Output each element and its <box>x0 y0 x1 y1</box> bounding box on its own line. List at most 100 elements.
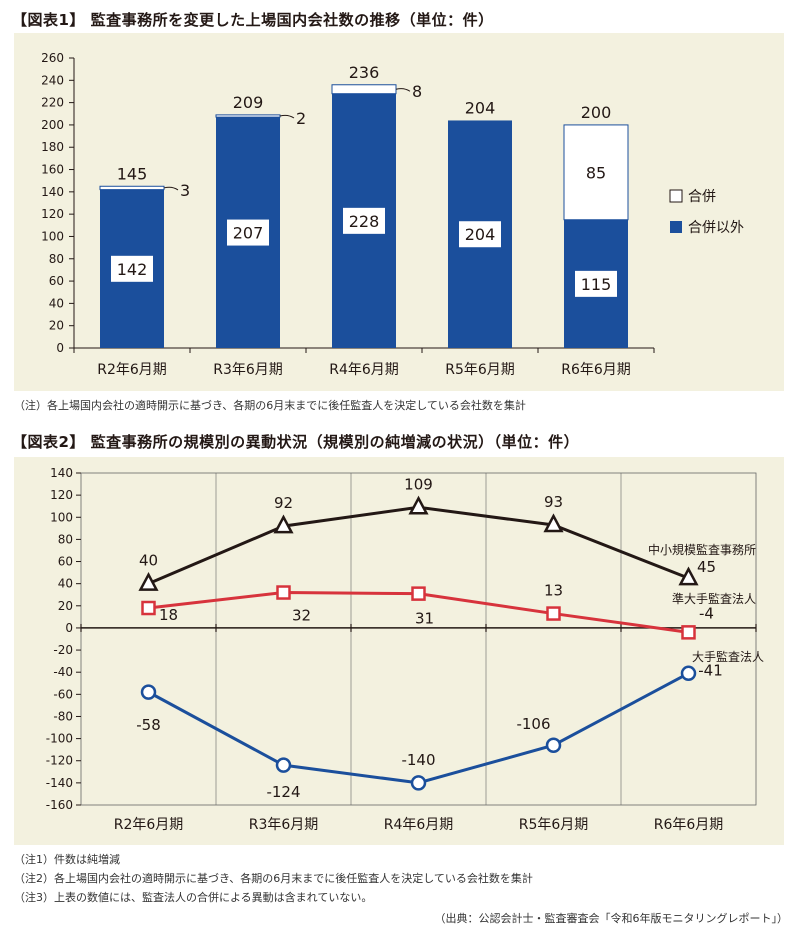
square-marker <box>141 600 156 616</box>
chart2-title: 【図表2】 監査事務所の規模別の異動状況（規模別の純増減の状況）（単位：件） <box>12 433 580 451</box>
circle-marker <box>680 665 697 682</box>
value-label-box <box>343 207 385 234</box>
y-tick-label: 0 <box>65 621 73 635</box>
y-tick-label: 140 <box>50 466 73 480</box>
bar-merger <box>99 185 165 191</box>
legend-swatch-non-merger <box>670 221 682 233</box>
y-tick-label: -160 <box>46 798 73 812</box>
y-tick-label: 20 <box>49 319 64 333</box>
data-label: 93 <box>544 493 563 511</box>
triangle-marker <box>408 495 429 515</box>
y-tick-label: 240 <box>41 73 64 87</box>
total-label: 204 <box>465 98 496 117</box>
value-label-box <box>575 270 617 297</box>
y-tick-label: 40 <box>58 577 73 591</box>
chart2-note-2: （注2）各上場国内会社の適時開示に基づき、各期の6月末までに後任監査人を決定して… <box>14 872 533 885</box>
x-tick-label: R5年6月期 <box>445 362 515 378</box>
data-label: 92 <box>274 494 293 512</box>
y-tick-label: -80 <box>53 709 73 723</box>
chart1-note: （注）各上場国内会社の適時開示に基づき、各期の6月末までに後任監査人を決定してい… <box>14 399 526 412</box>
data-label: 45 <box>697 558 716 576</box>
chart2-note-3: （注3）上表の数値には、監査法人の合併による異動は含まれていない。 <box>14 891 373 904</box>
data-label: 109 <box>404 475 433 493</box>
data-label: -124 <box>266 783 300 801</box>
y-tick-label: 60 <box>58 555 73 569</box>
value-label: 115 <box>581 275 612 294</box>
y-tick-label: -120 <box>46 754 73 768</box>
y-tick-label: 20 <box>58 599 73 613</box>
x-tick-label: R2年6月期 <box>97 362 167 378</box>
x-tick-label: R4年6月期 <box>384 817 454 833</box>
circle-marker <box>275 757 292 773</box>
legend-swatch-merger <box>669 189 683 203</box>
merger-label: 85 <box>586 163 606 182</box>
triangle-marker <box>138 572 159 591</box>
circle-marker <box>140 684 157 700</box>
x-tick-label: R2年6月期 <box>114 817 184 833</box>
series-label: 中小規模監査事務所 <box>648 542 756 557</box>
merger-leader-line <box>163 186 179 191</box>
value-label-box <box>227 219 269 246</box>
y-tick-label: -100 <box>46 732 73 746</box>
data-label: -41 <box>698 661 723 679</box>
chart2-note-1: （注1）件数は純増減 <box>14 853 120 866</box>
legend-label-non-merger: 合併以外 <box>688 220 744 236</box>
merger-label: 3 <box>180 181 190 200</box>
data-label: -58 <box>136 716 161 734</box>
total-label: 236 <box>349 63 380 82</box>
triangle-marker <box>543 513 564 533</box>
y-tick-label: 180 <box>41 140 64 154</box>
bar-merger <box>215 114 281 118</box>
total-label: 209 <box>233 93 264 112</box>
square-marker <box>546 606 561 621</box>
data-label: -106 <box>516 715 550 733</box>
data-label: 18 <box>159 606 178 624</box>
total-label: 200 <box>581 103 612 122</box>
y-tick-label: 100 <box>41 229 64 243</box>
series-small-mid-line <box>147 505 690 586</box>
x-tick-label: R4年6月期 <box>329 362 399 378</box>
data-label: -140 <box>401 751 435 769</box>
chart1-title: 【図表1】 監査事務所を変更した上場国内会社数の推移（単位：件） <box>12 11 494 29</box>
bar-merger <box>563 124 629 221</box>
value-label: 204 <box>465 225 496 244</box>
y-tick-label: 60 <box>49 274 64 288</box>
bar-merger <box>331 84 397 95</box>
x-tick-label: R5年6月期 <box>519 817 589 833</box>
chart2-panel: 140 120 100 80 60 40 20 0 -20 -40 -60 -80 -100 -120 -1… <box>14 457 784 845</box>
merger-label: 8 <box>412 82 422 101</box>
total-label: 145 <box>117 164 148 183</box>
data-label: 31 <box>415 610 434 628</box>
series-label: 準大手監査法人 <box>672 591 756 606</box>
series-label: 大手監査法人 <box>692 649 764 664</box>
bar-chart: 0 20 40 60 80 100 120 140 160 180 200 220 240 260 142 1… <box>41 51 744 378</box>
value-label: 142 <box>117 260 148 279</box>
y-tick-label: -140 <box>46 776 73 790</box>
y-tick-label: 140 <box>41 185 64 199</box>
y-tick-label: -20 <box>53 643 73 657</box>
value-label: 228 <box>349 212 380 231</box>
data-label: 32 <box>292 607 311 625</box>
source-note: （出典：公認会計士・監査審査会「令和6年版モニタリングレポート」） <box>434 912 789 925</box>
triangle-marker <box>678 566 699 586</box>
square-marker <box>411 586 426 601</box>
value-label-box <box>459 221 501 248</box>
x-tick-label: R6年6月期 <box>561 362 631 378</box>
merger-leader-line <box>395 88 411 92</box>
data-label: -4 <box>699 604 714 622</box>
value-label: 207 <box>233 224 264 243</box>
triangle-marker <box>273 514 294 534</box>
y-tick-label: 160 <box>41 163 64 177</box>
circle-marker <box>410 775 427 791</box>
y-tick-label: 80 <box>58 532 73 546</box>
y-tick-label: -40 <box>53 665 73 679</box>
value-label-box <box>111 255 153 282</box>
y-tick-label: 100 <box>50 510 73 524</box>
line-chart: 140 120 100 80 60 40 20 0 -20 -40 -60 -80 -100 -120 -1… <box>46 466 764 833</box>
y-tick-label: 220 <box>41 96 64 110</box>
chart1-panel: 0 20 40 60 80 100 120 140 160 180 200 220 240 260 142 1… <box>14 33 784 391</box>
x-tick-label: R3年6月期 <box>249 817 319 833</box>
plot-frame <box>80 472 757 806</box>
y-tick-label: 0 <box>56 341 64 355</box>
merger-label: 2 <box>296 109 306 128</box>
